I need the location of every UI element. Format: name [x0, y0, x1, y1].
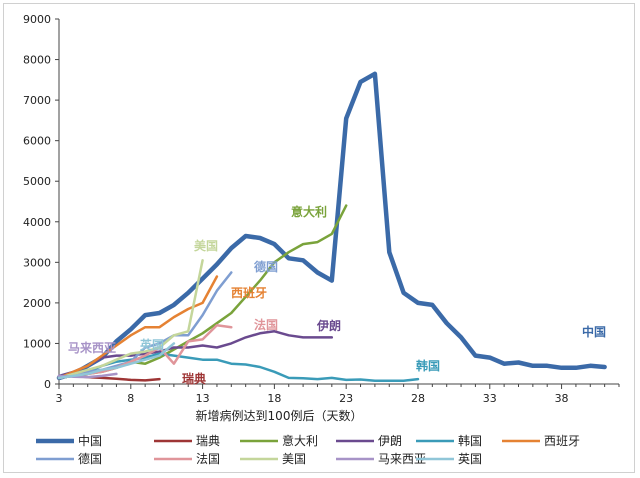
y-tick-label: 5000	[23, 175, 51, 188]
legend-label: 西班牙	[544, 434, 580, 448]
series-line-中国	[56, 71, 607, 381]
legend-label: 德国	[78, 451, 102, 466]
legend-label: 中国	[78, 433, 102, 448]
chart-frame: 0 1000 2000 3000 4000 5000 6000 7000 8000 9000 3 8 1…	[3, 3, 635, 473]
y-tick-label: 4000	[23, 216, 51, 229]
legend-item: 马来西亚	[336, 452, 426, 466]
legend-item: 伊朗	[336, 434, 402, 448]
x-tick-label: 13	[196, 392, 210, 405]
legend-label: 伊朗	[378, 434, 402, 448]
legend-item: 意大利	[240, 433, 318, 448]
x-tick-label: 8	[127, 392, 134, 405]
legend-label: 韩国	[458, 433, 482, 448]
legend-item: 美国	[240, 452, 306, 466]
x-tick-label: 18	[267, 392, 281, 405]
y-tick-label: 9000	[23, 13, 51, 26]
series-label-瑞典: 瑞典	[182, 371, 206, 386]
legend-item: 法国	[154, 452, 220, 466]
series-line-德国	[57, 271, 233, 380]
legend-label: 法国	[196, 452, 220, 466]
series-label-韩国: 韩国	[416, 358, 440, 373]
series-line-英国	[57, 342, 176, 380]
y-tick-label: 2000	[23, 297, 51, 310]
series-label-中国: 中国	[582, 324, 606, 339]
legend-label: 美国	[282, 452, 306, 466]
legend-label: 马来西亚	[378, 452, 426, 466]
series-label-意大利: 意大利	[291, 204, 327, 219]
series-label-德国: 德国	[254, 259, 278, 274]
y-tick-label: 3000	[23, 256, 51, 269]
y-tick-label: 7000	[23, 94, 51, 107]
series-label-法国: 法国	[254, 317, 278, 332]
y-tick-label: 0	[44, 378, 51, 391]
y-tick-label: 8000	[23, 54, 51, 67]
y-tick-label: 6000	[23, 135, 51, 148]
legend-item: 西班牙	[502, 434, 580, 448]
series-line-伊朗	[57, 330, 334, 378]
legend-item: 瑞典	[154, 434, 220, 448]
legend-item: 中国	[36, 433, 102, 448]
legend-label: 瑞典	[196, 434, 220, 448]
series-label-西班牙: 西班牙	[231, 285, 267, 300]
series-label-英国: 英国	[140, 337, 164, 352]
series-label-马来西亚: 马来西亚	[68, 340, 116, 355]
x-tick-label: 28	[411, 392, 425, 405]
legend-label: 英国	[458, 452, 482, 466]
series-line-西班牙	[57, 275, 219, 380]
x-tick-label: 33	[483, 392, 497, 405]
legend-label: 意大利	[282, 433, 318, 448]
y-tick-label: 1000	[23, 337, 51, 350]
x-tick-label: 38	[555, 392, 569, 405]
x-axis-label: 新增病例达到100例后（天数）	[196, 408, 363, 423]
series-lines	[56, 71, 607, 383]
x-tick-label: 23	[339, 392, 353, 405]
x-tick-label: 3	[56, 392, 63, 405]
series-label-美国: 美国	[194, 238, 218, 253]
legend-item: 英国	[416, 452, 482, 466]
legend-item: 韩国	[416, 433, 482, 448]
series-label-伊朗: 伊朗	[316, 318, 341, 333]
series-line-美国	[57, 259, 204, 380]
legend-item: 德国	[36, 451, 102, 466]
series-line-韩国	[57, 352, 420, 383]
